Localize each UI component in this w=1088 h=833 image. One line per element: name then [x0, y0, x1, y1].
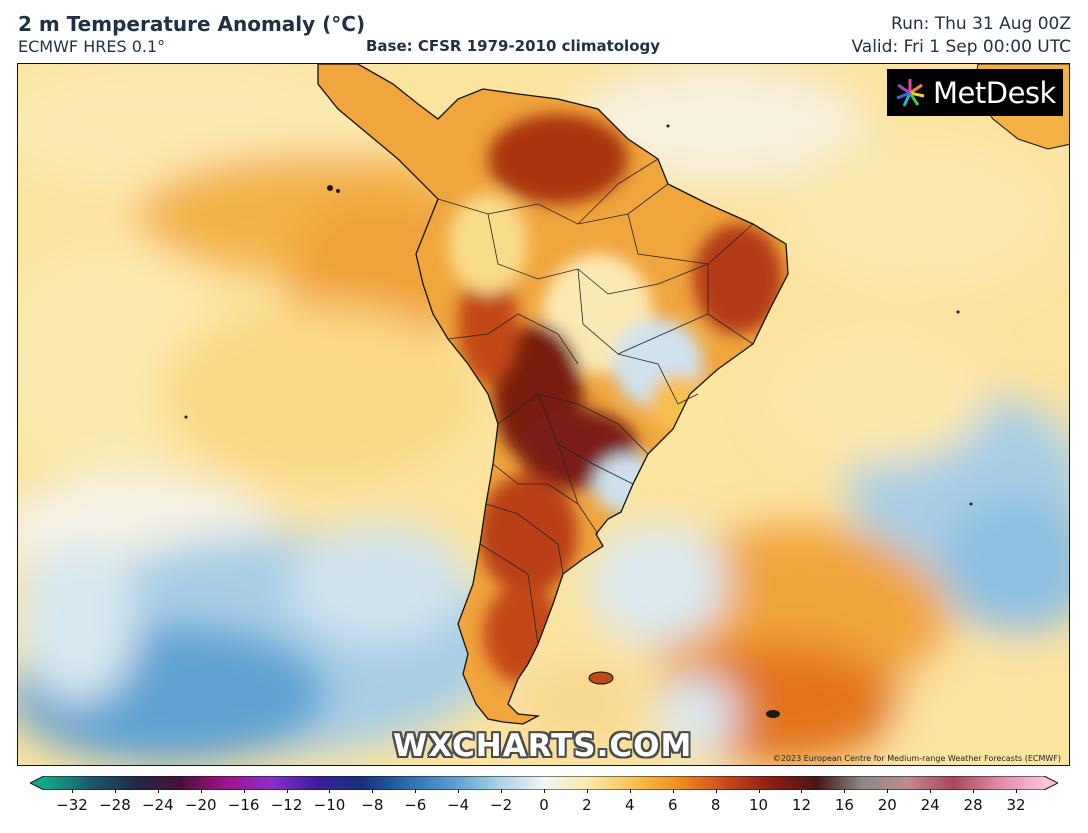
metdesk-logo-icon — [896, 78, 925, 107]
colorbar-tick-label: −20 — [184, 796, 217, 814]
colorbar-tick-mark — [1016, 789, 1017, 793]
colorbar-cell — [725, 776, 772, 790]
colorbar-cell — [225, 776, 272, 790]
colorbar-tick-label: 6 — [667, 796, 678, 814]
colorbar-tick-mark — [544, 789, 545, 793]
colorbar-cell — [544, 776, 590, 790]
colorbar-cell — [862, 776, 909, 790]
colorbar-tick-mark — [286, 789, 288, 793]
colorbar-tick-mark — [458, 789, 460, 793]
colorbar-cell — [271, 776, 318, 790]
colorbar-tick-mark — [72, 789, 73, 793]
colorbar-tick-mark — [157, 789, 159, 793]
colorbar-cell — [680, 776, 727, 790]
colorbar-cell — [816, 776, 863, 790]
colorbar-tick-label: −10 — [313, 796, 346, 814]
colorbar-tick-label: −32 — [56, 796, 88, 814]
colorbar-tick-mark — [372, 789, 374, 793]
run-time-label: Run: Thu 31 Aug 00Z — [891, 14, 1071, 34]
colorbar-tick-label: −2 — [490, 796, 513, 814]
colorbar-tick-label: −6 — [404, 796, 427, 814]
colorbar-cell — [998, 776, 1045, 790]
colorbar-tick-mark — [501, 789, 503, 793]
colorbar-tick-mark — [887, 789, 889, 793]
colorbar-tick-label: 12 — [791, 796, 811, 814]
colorbar-cell — [407, 776, 454, 790]
colorbar-tick-mark — [243, 789, 245, 793]
colorbar-tick-label: −24 — [141, 796, 174, 814]
map-canvas — [18, 64, 1069, 765]
colorbar-tick-label: −4 — [447, 796, 470, 814]
colorbar-cell — [362, 776, 409, 790]
colorbar-cell — [498, 776, 545, 790]
colorbar-extend-max — [1044, 776, 1058, 790]
colorbar-cell — [89, 776, 136, 790]
colorbar-tick-mark — [844, 789, 846, 793]
colorbar-tick-label: 24 — [920, 796, 940, 814]
colorbar-cell — [44, 776, 90, 790]
colorbar-tick-mark — [114, 789, 116, 793]
colorbar-tick-label: 28 — [963, 796, 983, 814]
colorbar-tick-label: 0 — [539, 796, 549, 814]
colorbar-tick-label: 2 — [582, 796, 592, 814]
watermark: WXCHARTS.COM — [393, 728, 693, 764]
colorbar-cell — [589, 776, 636, 790]
colorbar-tick-label: −16 — [227, 796, 260, 814]
colorbar — [30, 776, 1058, 790]
colorbar-cell — [771, 776, 818, 790]
brand-logo: MetDesk — [887, 69, 1063, 116]
colorbar-tick-mark — [672, 789, 674, 793]
colorbar-tick-label: −28 — [99, 796, 131, 814]
valid-time-label: Valid: Fri 1 Sep 00:00 UTC — [851, 37, 1071, 57]
model-label: ECMWF HRES 0.1° — [18, 37, 166, 56]
colorbar-tick-mark — [973, 789, 975, 793]
colorbar-tick-mark — [758, 789, 760, 793]
colorbar-tick-mark — [415, 789, 417, 793]
colorbar-cell — [180, 776, 227, 790]
colorbar-cell — [316, 776, 363, 790]
colorbar-extend-min — [30, 776, 44, 790]
colorbar-tick-mark — [715, 789, 717, 793]
copyright-notice: ©2023 European Centre for Medium-range W… — [772, 754, 1061, 763]
colorbar-tick-label: −8 — [361, 796, 384, 814]
colorbar-tick-mark — [629, 789, 631, 793]
colorbar-tick-label: −12 — [270, 796, 303, 814]
anomaly-map[interactable]: MetDesk WXCHARTS.COM ©2023 European Cent… — [17, 63, 1070, 766]
colorbar-tick-mark — [586, 789, 588, 793]
colorbar-cell — [953, 776, 1000, 790]
colorbar-cell — [453, 776, 500, 790]
chart-title: 2 m Temperature Anomaly (°C) — [18, 12, 366, 36]
colorbar-tick-mark — [801, 789, 803, 793]
colorbar-cell — [634, 776, 681, 790]
islands — [184, 124, 973, 718]
country-borders — [437, 158, 754, 645]
colorbar-tick-label: 20 — [877, 796, 897, 814]
colorbar-tick-label: 10 — [748, 796, 769, 814]
colorbar-tick-mark — [200, 789, 202, 793]
colorbar-cell — [134, 776, 181, 790]
colorbar-tick-label: 4 — [625, 796, 635, 814]
colorbar-tick-mark — [329, 789, 331, 793]
colorbar-cell — [907, 776, 954, 790]
colorbar-tick-label: 16 — [834, 796, 854, 814]
colorbar-tick-mark — [930, 789, 932, 793]
colorbar-tick-label: 32 — [1006, 796, 1026, 814]
colorbar-tick-label: 8 — [710, 796, 721, 814]
ocean-anomaly-field — [18, 64, 1069, 764]
climatology-base-label: Base: CFSR 1979-2010 climatology — [366, 37, 661, 55]
